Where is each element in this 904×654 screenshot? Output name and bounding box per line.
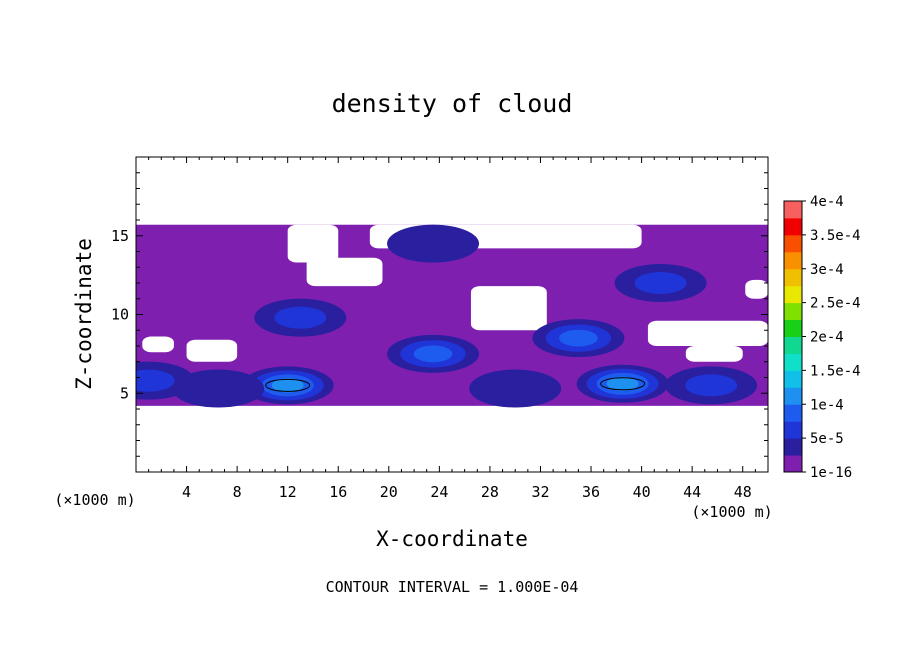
cloud-clearing-5 (186, 339, 238, 362)
colorbar-band-4 (784, 387, 802, 405)
x-axis-label: X-coordinate (376, 527, 528, 551)
x-tick-label-36: 36 (582, 483, 600, 501)
density-core-6 (614, 264, 707, 302)
y-tick-label-10: 10 (111, 306, 129, 324)
y-tick-label-5: 5 (120, 384, 129, 402)
density-core-4-band-2 (274, 306, 327, 329)
colorbar-band-10 (784, 285, 802, 304)
density-core-2-band-3 (413, 345, 453, 363)
x-axis-ticks: 4 8 12 16 20 24 28 32 36 40 44 48 (148, 157, 756, 501)
cloud-clearing-4 (142, 336, 174, 353)
cloud-clearing-7 (685, 346, 743, 362)
colorbar-label-8: 4e-4 (810, 194, 844, 210)
density-core-3 (532, 319, 625, 358)
colorbar-band-13 (784, 234, 802, 253)
y-axis-ticks: 5 10 15 (111, 172, 768, 457)
x-tick-label-4: 4 (182, 483, 191, 501)
colorbar-band-9 (784, 302, 802, 321)
colorbar-label-1: 5e-5 (810, 431, 844, 447)
colorbar-label-4: 2e-4 (810, 330, 844, 346)
density-core-10 (469, 369, 562, 408)
density-core-0-contour (265, 378, 311, 392)
density-core-2 (387, 334, 480, 373)
x-tick-label-12: 12 (279, 483, 297, 501)
plot-area (136, 157, 768, 472)
x-tick-label-32: 32 (531, 483, 549, 501)
colorbar-band-12 (784, 251, 802, 270)
chart-title: density of cloud (332, 89, 573, 118)
colorbar-label-3: 1.5e-4 (810, 363, 861, 379)
density-core-4 (254, 298, 347, 337)
colorbar-band-1 (784, 438, 802, 456)
x-tick-label-28: 28 (481, 483, 499, 501)
density-core-9-band-1 (172, 369, 265, 408)
density-core-1-contour (600, 377, 646, 391)
x-tick-label-44: 44 (683, 483, 701, 501)
cloud-clearing-3 (470, 286, 547, 331)
density-core-0 (241, 366, 334, 405)
colorbar-band-7 (784, 336, 802, 354)
x-tick-label-48: 48 (734, 483, 752, 501)
density-core-1 (576, 364, 669, 403)
density-core-1-band-4 (606, 376, 639, 391)
colorbar-band-14 (784, 217, 802, 236)
cloud-clearing-8 (745, 279, 768, 299)
colorbar-band-3 (784, 404, 802, 422)
density-core-3-band-3 (559, 329, 598, 347)
colorbar (783, 200, 803, 473)
x-tick-label-20: 20 (380, 483, 398, 501)
x-tick-label-16: 16 (329, 483, 347, 501)
colorbar-labels: 1e-16 5e-5 1e-4 1.5e-4 2e-4 2.5e-4 3e-4 3.5e-4 4… (802, 194, 861, 481)
density-core-5-band-2 (685, 374, 738, 397)
colorbar-band-6 (784, 353, 802, 371)
colorbar-band-11 (784, 268, 802, 287)
cloud-clearing-1 (306, 257, 383, 287)
colorbar-band-8 (784, 319, 802, 337)
cloud-clearing-6 (647, 320, 768, 346)
colorbar-label-5: 2.5e-4 (810, 296, 861, 312)
y-tick-label-15: 15 (111, 227, 129, 245)
colorbar-band-0 (784, 455, 802, 473)
cloud-clearing-0 (287, 224, 339, 263)
contour-interval-note: CONTOUR INTERVAL = 1.000E-04 (326, 578, 579, 596)
y-axis-label: Z-coordinate (72, 238, 96, 390)
density-core-0-band-4 (271, 378, 304, 393)
x-tick-label-8: 8 (233, 483, 242, 501)
colorbar-band-2 (784, 421, 802, 439)
density-cores (136, 224, 758, 408)
colorbar-label-2: 1e-4 (810, 397, 844, 413)
density-core-10-band-1 (469, 369, 562, 408)
z-unit-label: (×1000 m) (54, 491, 135, 509)
density-core-8-band-2 (136, 369, 175, 392)
density-core-7-band-1 (387, 224, 480, 263)
density-core-7 (387, 224, 480, 263)
density-core-6-band-2 (634, 272, 687, 294)
x-tick-label-40: 40 (633, 483, 651, 501)
density-core-9 (172, 369, 265, 408)
x-unit-label: (×1000 m) (691, 503, 772, 521)
colorbar-band-5 (784, 370, 802, 388)
x-tick-label-24: 24 (430, 483, 448, 501)
colorbar-label-0: 1e-16 (810, 465, 852, 481)
density-core-5 (665, 366, 758, 405)
colorbar-label-6: 3e-4 (810, 262, 844, 278)
colorbar-label-7: 3.5e-4 (810, 228, 861, 244)
colorbar-band-15 (784, 201, 802, 219)
